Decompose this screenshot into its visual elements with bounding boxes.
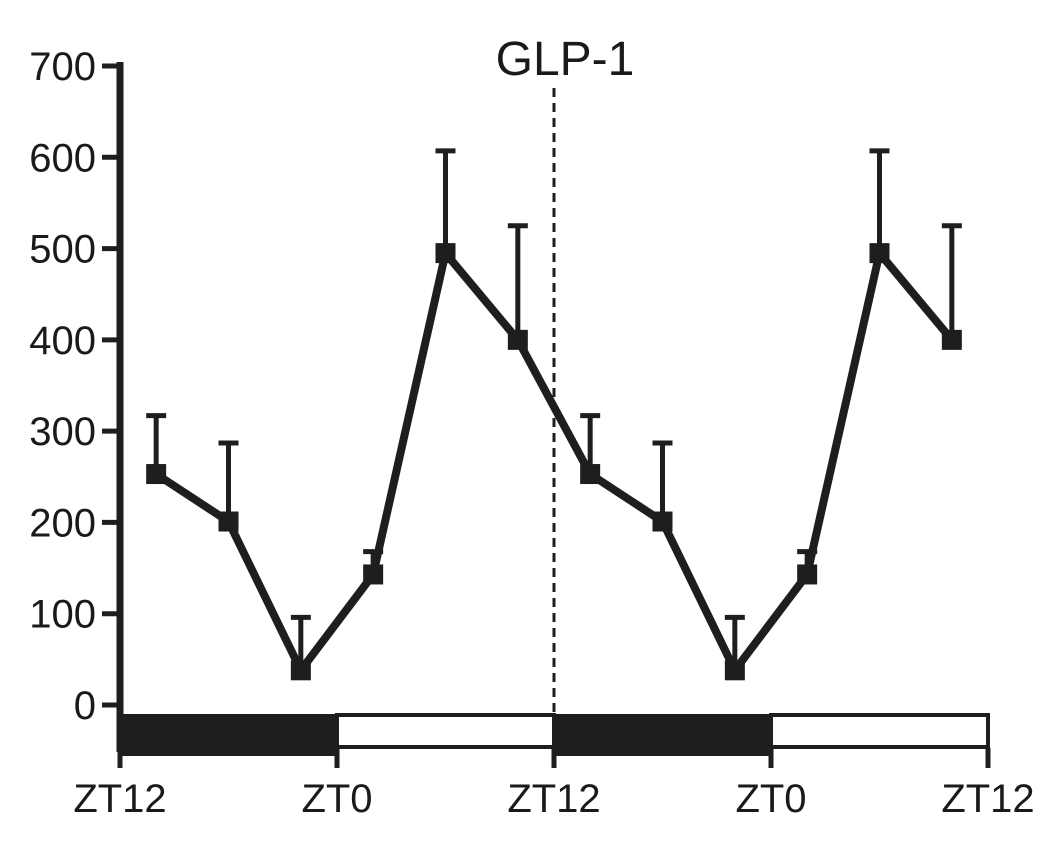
y-tick-label: 700 (29, 45, 96, 89)
y-tick-label: 600 (29, 136, 96, 180)
series-line (153, 249, 955, 675)
data-point-marker (146, 464, 167, 485)
data-point-marker (869, 243, 890, 264)
data-point-marker (218, 511, 239, 532)
light-phase-bar (335, 713, 556, 749)
data-point-marker (797, 564, 818, 585)
x-tick-label: ZT0 (735, 777, 806, 821)
x-tick-label: ZT0 (301, 777, 372, 821)
x-tick-label: ZT12 (941, 777, 1034, 821)
x-tick-label: ZT12 (507, 777, 600, 821)
data-point-marker (941, 329, 962, 350)
x-tick-label: ZT12 (73, 777, 166, 821)
data-point-marker (652, 511, 673, 532)
chart-title: GLP-1 (496, 33, 635, 86)
data-point-marker (363, 564, 384, 585)
dark-phase-bar (552, 714, 773, 756)
y-tick-label: 300 (29, 410, 96, 454)
data-point-marker (290, 660, 311, 681)
y-tick-label: 100 (29, 593, 96, 637)
light-phase-bar (769, 713, 990, 749)
data-point-marker (507, 329, 528, 350)
y-tick-label: 0 (74, 684, 96, 728)
data-point-marker (435, 243, 456, 264)
y-tick-label: 400 (29, 319, 96, 363)
data-point-marker (580, 464, 601, 485)
y-tick-label: 200 (29, 501, 96, 545)
data-point-marker (724, 660, 745, 681)
y-tick-label: 500 (29, 228, 96, 272)
dark-phase-bar (118, 714, 339, 756)
